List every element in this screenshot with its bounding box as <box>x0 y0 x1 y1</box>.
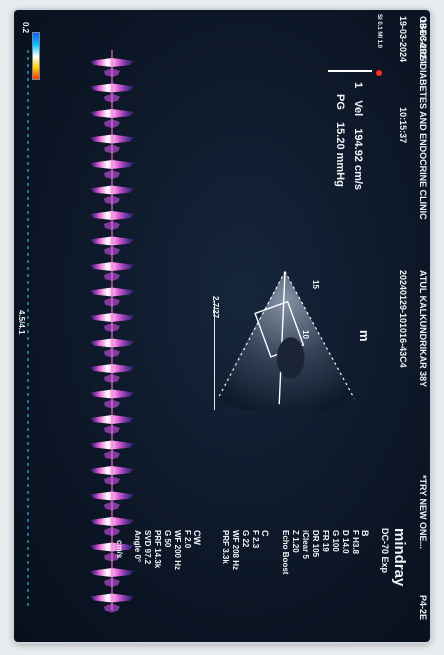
sector-edge-bottom <box>218 271 286 397</box>
b-mode-sector-image <box>215 271 355 410</box>
sector-edge-top <box>284 271 355 399</box>
spectrum-unit-label: cm/s <box>115 540 124 559</box>
spectrum-beats <box>90 58 134 613</box>
cw-doppler-spectrum <box>27 50 134 613</box>
ultrasound-scene: 19-03-2024 OBECARE DIABETES AND ENDOCRIN… <box>14 10 430 642</box>
cw-cursor-line <box>278 271 286 405</box>
chamber-dark <box>276 337 305 379</box>
ultrasound-screen: 19-03-2024 OBECARE DIABETES AND ENDOCRIN… <box>14 10 430 642</box>
time-marker-label: 4.5/4.1 <box>17 310 26 335</box>
